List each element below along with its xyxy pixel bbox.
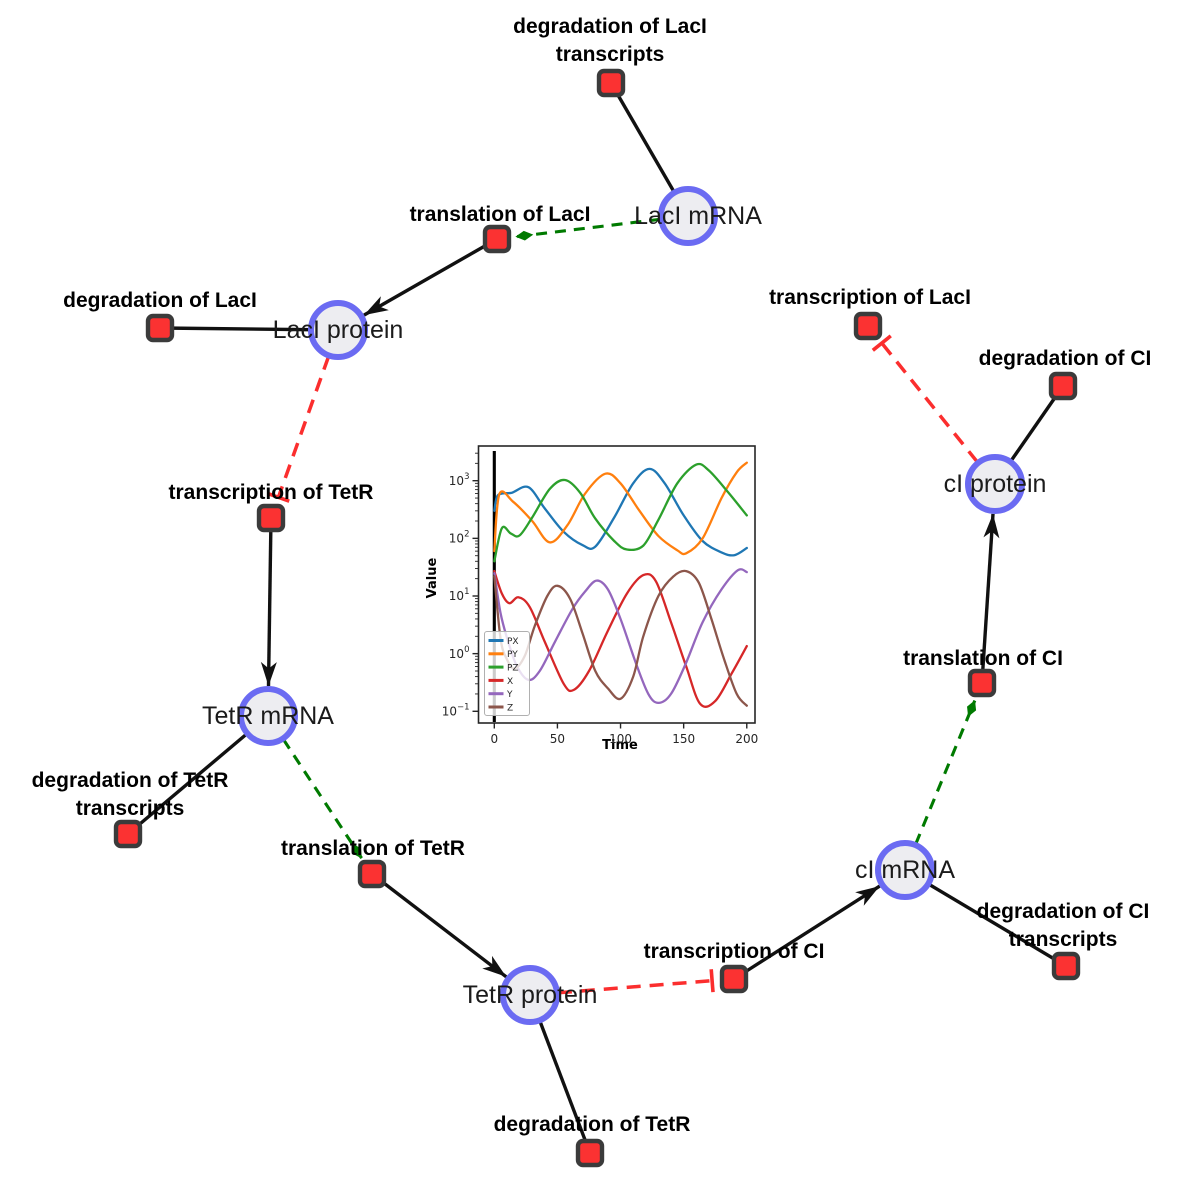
edge-tetR-mrna-to-translation <box>282 738 363 859</box>
reaction-node-txn-tetr[interactable] <box>256 503 286 533</box>
series-line-py <box>493 461 748 556</box>
reaction-node-transl-ci[interactable] <box>967 668 997 698</box>
edge-txn-cI-to-mrna <box>744 884 881 974</box>
species-node-tetr-protein[interactable] <box>500 965 560 1025</box>
reaction-node-deg-laci[interactable] <box>145 313 175 343</box>
species-label-ci-mrna: cI mRNA <box>855 856 955 884</box>
timeseries-chart: Time Value 10−1 100 101 102 103 0 50 100 150 200 P… <box>425 445 758 753</box>
edge-lacI-mrna-to-translation <box>515 217 661 241</box>
species-label-tetr-protein: TetR protein <box>463 981 598 1009</box>
reaction-node-transl-laci[interactable] <box>482 224 512 254</box>
reaction-node-deg-laci-tx[interactable] <box>596 68 626 98</box>
species-label-ci-protein: cI protein <box>944 470 1047 498</box>
legend-label-px: PX <box>507 637 519 647</box>
x-tick-label: 100 <box>609 732 632 746</box>
reaction-node-txn-ci[interactable] <box>719 964 749 994</box>
y-tick-label: 102 <box>449 530 470 546</box>
reaction-node-deg-tetr-tx[interactable] <box>113 819 143 849</box>
legend-label-x: X <box>507 677 513 687</box>
chart-x-axis-title: Time <box>602 738 638 753</box>
legend-label-pz: PZ <box>507 664 519 674</box>
edge-cI-mrna-to-translation <box>914 700 977 845</box>
x-tick-label: 50 <box>550 732 565 746</box>
reaction-label-deg-laci-tx: degradation of LacI transcripts <box>513 15 707 66</box>
species-label-laci-protein: LacI protein <box>273 316 404 344</box>
species-node-laci-mrna[interactable] <box>658 186 718 246</box>
species-node-ci-protein[interactable] <box>965 454 1025 514</box>
series-line-pz <box>493 462 748 563</box>
reaction-label-deg-ci-tx: degradation of CI transcripts <box>977 900 1150 951</box>
reaction-label-txn-ci: transcription of CI <box>644 940 825 963</box>
x-tick-label: 0 <box>490 732 498 746</box>
edge-translation-to-tetR-prot <box>381 880 508 979</box>
x-tick-label: 150 <box>672 732 695 746</box>
edge-cI-prot-inhibits-lacI <box>871 334 979 464</box>
reaction-label-deg-tetr: degradation of TetR <box>494 1113 691 1136</box>
edges-layer <box>126 82 1067 1154</box>
labels-layer: degradation of LacI transcripts translatio… <box>32 15 1152 1136</box>
series-line-px <box>493 467 748 557</box>
reaction-label-txn-laci: transcription of LacI <box>769 286 971 309</box>
chart-frame <box>477 445 756 724</box>
reaction-label-deg-laci: degradation of LacI <box>63 289 257 312</box>
reaction-node-deg-tetr[interactable] <box>575 1138 605 1168</box>
reaction-node-deg-ci-tx[interactable] <box>1051 951 1081 981</box>
chart-legend: PX PY PZ XYZ <box>484 631 530 716</box>
edge-lacI-prot-inhibits-tetR <box>266 355 331 503</box>
legend-label-y: Y <box>506 690 513 700</box>
y-tick-label: 10−1 <box>442 703 470 719</box>
edge-cI-mrna-to-deg <box>904 868 1067 968</box>
species-node-tetr-mrna[interactable] <box>238 686 298 746</box>
species-label-tetr-mrna: TetR mRNA <box>202 702 334 730</box>
x-tick-label: 200 <box>735 732 758 746</box>
species-label-laci-mrna: LacI mRNA <box>634 202 762 230</box>
reaction-node-transl-tetr[interactable] <box>357 859 387 889</box>
edge-txn-tetR-to-mrna <box>260 530 277 687</box>
reaction-node-deg-ci[interactable] <box>1048 371 1078 401</box>
reaction-label-transl-laci: translation of LacI <box>410 203 591 226</box>
series-line-z <box>493 569 748 707</box>
legend-label-z: Z <box>507 703 513 713</box>
species-node-ci-mrna[interactable] <box>875 840 935 900</box>
edge-translation-to-cI-prot <box>981 513 1000 671</box>
species-node-laci-protein[interactable] <box>308 300 368 360</box>
y-tick-label: 101 <box>449 587 470 603</box>
y-tick-label: 103 <box>449 472 470 488</box>
reaction-label-transl-ci: translation of CI <box>903 647 1063 670</box>
reaction-label-transl-tetr: translation of TetR <box>281 837 465 860</box>
chart-curves <box>493 461 748 708</box>
edge-tetR-prot-inhibits-cI <box>557 969 715 995</box>
series-line-x <box>493 569 748 708</box>
edge-translation-to-lacI-prot <box>363 244 487 317</box>
reaction-label-deg-ci: degradation of CI <box>979 347 1152 370</box>
reaction-node-txn-laci[interactable] <box>853 311 883 341</box>
legend-label-py: PY <box>507 650 518 660</box>
chart-y-axis-title: Value <box>425 557 440 598</box>
y-tick-label: 100 <box>449 645 470 661</box>
nodes-layer <box>113 68 1081 1168</box>
reaction-label-txn-tetr: transcription of TetR <box>169 481 374 504</box>
reaction-label-deg-tetr-tx: degradation of TetR transcripts <box>32 769 229 820</box>
edge-tetR-mrna-to-deg <box>126 714 270 836</box>
